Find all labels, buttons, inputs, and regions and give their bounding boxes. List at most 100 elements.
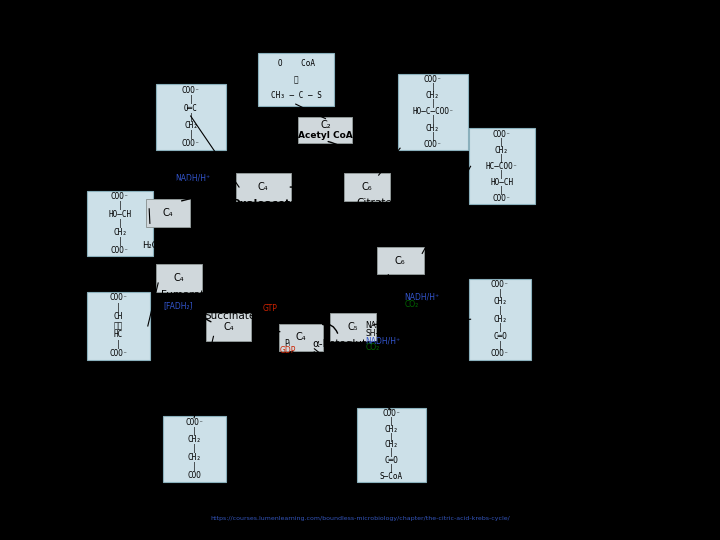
Text: C₄: C₄ — [258, 182, 269, 192]
Text: CH₂: CH₂ — [493, 315, 507, 324]
Text: HO—CH: HO—CH — [490, 178, 513, 187]
FancyBboxPatch shape — [356, 408, 426, 482]
Text: NADH/H⁺: NADH/H⁺ — [404, 293, 439, 301]
Text: NAD⁺: NAD⁺ — [175, 180, 196, 190]
Text: COO: COO — [187, 471, 202, 480]
Text: CH₂: CH₂ — [426, 91, 440, 100]
Text: C₆: C₆ — [361, 182, 372, 192]
Text: CH₃ — C — S: CH₃ — C — S — [271, 91, 322, 100]
Text: Succinate: Succinate — [204, 310, 256, 321]
Text: HO—CH: HO—CH — [109, 210, 132, 219]
Text: COO⁻: COO⁻ — [109, 349, 127, 358]
Text: C₄: C₄ — [163, 208, 173, 218]
FancyBboxPatch shape — [344, 173, 390, 201]
FancyBboxPatch shape — [279, 323, 323, 351]
Text: CH₂: CH₂ — [384, 441, 398, 449]
Text: |: | — [500, 186, 504, 195]
Text: CH₂: CH₂ — [187, 435, 202, 444]
FancyBboxPatch shape — [235, 173, 291, 201]
Text: |: | — [116, 340, 121, 349]
Text: |: | — [389, 464, 394, 473]
FancyBboxPatch shape — [398, 74, 468, 150]
Text: CH: CH — [114, 312, 123, 321]
Text: COO⁻: COO⁻ — [491, 349, 509, 359]
FancyBboxPatch shape — [87, 191, 153, 256]
Text: |: | — [498, 341, 503, 350]
FancyBboxPatch shape — [469, 129, 535, 204]
Text: H₂O: H₂O — [354, 148, 369, 157]
Text: |: | — [189, 112, 193, 122]
Text: |: | — [192, 444, 197, 454]
Text: COO⁻: COO⁻ — [111, 246, 130, 254]
Text: C₂: C₂ — [320, 120, 330, 130]
Text: Citrate: Citrate — [393, 216, 422, 225]
FancyBboxPatch shape — [330, 313, 376, 341]
Text: CH₂: CH₂ — [495, 146, 508, 154]
Text: QH₂: QH₂ — [178, 321, 193, 330]
Text: |: | — [498, 323, 503, 333]
Text: |: | — [500, 170, 504, 179]
Text: |: | — [118, 237, 122, 246]
Text: COO⁻: COO⁻ — [109, 293, 127, 302]
Text: COO⁻: COO⁻ — [491, 280, 509, 289]
FancyBboxPatch shape — [156, 84, 226, 150]
Text: Isocitrate: Isocitrate — [429, 264, 478, 274]
Text: |: | — [389, 433, 394, 442]
Text: |: | — [498, 306, 503, 315]
Text: COO⁻: COO⁻ — [382, 409, 401, 418]
Text: S—CoA: S—CoA — [380, 471, 403, 481]
Text: COO⁻: COO⁻ — [423, 75, 442, 84]
FancyBboxPatch shape — [146, 199, 189, 227]
Text: |: | — [431, 116, 435, 124]
Text: C₄: C₄ — [296, 333, 307, 342]
Text: |: | — [189, 95, 193, 104]
Text: CH₂: CH₂ — [113, 228, 127, 237]
Text: C₄: C₄ — [174, 273, 184, 283]
Text: |: | — [500, 154, 504, 163]
FancyBboxPatch shape — [469, 279, 531, 360]
Text: ∥∥: ∥∥ — [114, 321, 123, 330]
Text: |: | — [192, 427, 197, 436]
Text: SH-CoA: SH-CoA — [346, 156, 377, 165]
Text: |: | — [189, 130, 193, 139]
Text: α-Ketoglutarate: α-Ketoglutarate — [312, 339, 394, 349]
Text: H₂O: H₂O — [142, 241, 158, 249]
Text: |: | — [498, 289, 503, 298]
Text: COO⁻: COO⁻ — [181, 86, 200, 95]
Text: COO⁻: COO⁻ — [423, 140, 442, 149]
Text: NADH/H⁺: NADH/H⁺ — [175, 173, 210, 182]
Text: Succinyl CoA: Succinyl CoA — [288, 350, 356, 361]
FancyBboxPatch shape — [299, 117, 352, 143]
Text: CH₂: CH₂ — [187, 453, 202, 462]
Text: CH₂: CH₂ — [384, 425, 398, 434]
FancyBboxPatch shape — [87, 292, 150, 360]
Text: CH₂: CH₂ — [493, 298, 507, 307]
Text: |: | — [431, 83, 435, 92]
FancyBboxPatch shape — [163, 416, 226, 482]
Text: C═O: C═O — [384, 456, 398, 465]
Text: Pᵢ: Pᵢ — [284, 339, 290, 348]
Text: NAD⁺: NAD⁺ — [366, 321, 387, 330]
Text: https://courses.lumenlearning.com/boundless-microbiology/chapter/the-citric-acid: https://courses.lumenlearning.com/boundl… — [210, 516, 510, 522]
Text: GDP: GDP — [279, 346, 296, 355]
Text: |: | — [192, 462, 197, 471]
FancyBboxPatch shape — [206, 313, 251, 341]
Text: Acetyl CoA: Acetyl CoA — [298, 131, 353, 140]
Text: Malate: Malate — [154, 189, 189, 199]
Text: Fumarate: Fumarate — [161, 290, 211, 300]
Text: C₄: C₄ — [223, 322, 234, 332]
Text: COO⁻: COO⁻ — [181, 139, 200, 148]
Text: SH-CoA: SH-CoA — [366, 329, 394, 338]
Text: [FADH₂]: [FADH₂] — [163, 301, 193, 310]
Text: |: | — [118, 219, 122, 228]
Text: COO⁻: COO⁻ — [492, 130, 511, 139]
Text: |: | — [431, 132, 435, 140]
Text: |: | — [389, 417, 394, 426]
Text: NAD⁺: NAD⁺ — [404, 285, 426, 294]
Text: SH-CoA: SH-CoA — [256, 312, 284, 321]
Text: C═O: C═O — [493, 332, 507, 341]
Text: Q: Q — [187, 308, 193, 317]
Text: |: | — [500, 138, 504, 147]
Text: |: | — [389, 448, 394, 457]
Text: |: | — [431, 99, 435, 109]
